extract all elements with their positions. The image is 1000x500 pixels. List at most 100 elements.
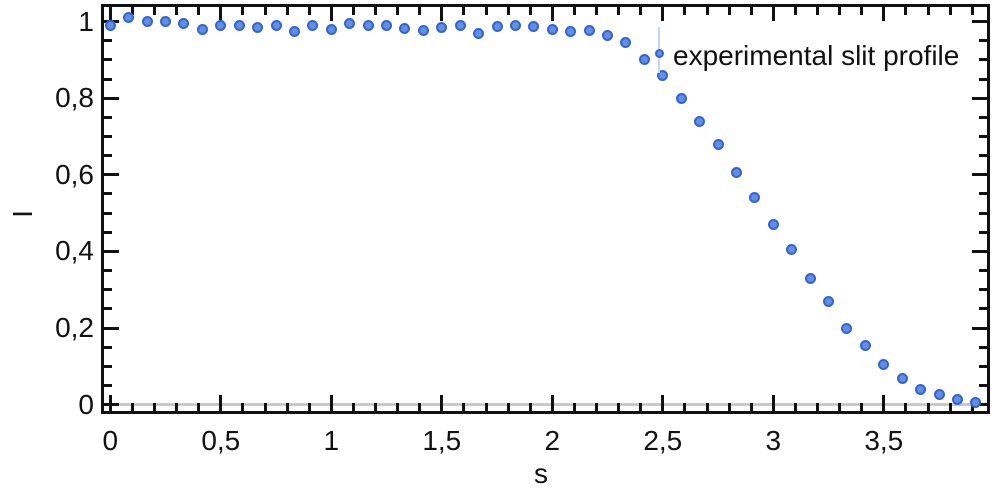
x-minor-tick: [727, 403, 731, 411]
x-minor-tick: [351, 403, 355, 411]
y-minor-tick: [979, 192, 987, 196]
data-point: [657, 70, 669, 82]
x-minor-tick: [285, 403, 289, 411]
y-axis-title: I: [7, 210, 38, 218]
data-point: [528, 21, 540, 33]
x-minor-tick: [374, 7, 377, 15]
x-minor-tick: [528, 7, 532, 15]
x-major-tick: [882, 395, 886, 411]
y-tick-label: 0,6: [55, 158, 94, 190]
data-point: [638, 54, 650, 66]
data-point: [215, 19, 227, 31]
data-point: [583, 24, 595, 36]
data-point: [252, 21, 264, 33]
y-minor-tick: [104, 77, 112, 81]
data-point: [399, 23, 411, 35]
x-minor-tick: [838, 7, 842, 15]
x-minor-tick: [396, 403, 400, 411]
x-minor-tick: [749, 7, 753, 15]
data-point: [970, 396, 982, 408]
x-major-tick: [550, 7, 554, 21]
data-point: [915, 383, 927, 395]
x-minor-tick: [683, 403, 687, 411]
x-major-tick: [661, 395, 665, 411]
data-point: [712, 138, 724, 150]
y-minor-tick: [979, 307, 987, 311]
data-point: [436, 21, 448, 33]
x-minor-tick: [153, 403, 156, 411]
y-minor-tick: [979, 269, 987, 273]
x-minor-tick: [263, 7, 267, 15]
data-point: [509, 19, 521, 31]
data-point: [896, 373, 908, 385]
y-major-tick: [972, 326, 987, 330]
zero-gridline: [104, 403, 987, 406]
data-point: [878, 358, 890, 370]
x-minor-tick: [484, 403, 488, 411]
x-minor-tick: [175, 403, 179, 411]
y-minor-tick: [104, 307, 112, 311]
x-minor-tick: [926, 403, 930, 411]
x-minor-tick: [506, 403, 510, 411]
y-minor-tick: [104, 192, 112, 196]
y-major-tick: [972, 20, 987, 24]
data-point: [288, 25, 300, 37]
data-point: [749, 192, 761, 204]
x-tick-label: 1,5: [422, 425, 462, 456]
x-minor-tick: [572, 403, 576, 411]
data-point: [454, 19, 466, 31]
x-minor-tick: [860, 403, 864, 411]
x-minor-tick: [418, 7, 422, 15]
x-major-tick: [329, 395, 333, 411]
x-tick-label: 2: [544, 425, 561, 456]
x-minor-tick: [130, 7, 134, 15]
data-point: [141, 16, 153, 28]
y-major-tick: [104, 403, 119, 407]
data-point: [160, 16, 172, 28]
x-tick-label: 3,5: [864, 425, 904, 456]
y-minor-tick: [104, 39, 112, 43]
data-point: [381, 19, 393, 31]
x-minor-tick: [705, 7, 709, 15]
y-minor-tick: [104, 230, 112, 234]
data-point: [823, 295, 835, 307]
x-minor-tick: [948, 7, 952, 15]
x-tick-label: 0,5: [201, 425, 241, 456]
plot-frame: [101, 4, 990, 414]
data-point: [694, 115, 706, 127]
y-minor-tick: [979, 230, 987, 234]
data-point: [473, 28, 485, 40]
y-major-tick: [104, 96, 119, 100]
x-minor-tick: [462, 7, 466, 15]
x-major-tick: [219, 395, 223, 411]
x-tick-label: 3: [765, 425, 782, 456]
data-point: [620, 37, 632, 49]
x-minor-tick: [595, 403, 598, 411]
y-minor-tick: [104, 288, 112, 292]
x-minor-tick: [484, 7, 488, 15]
x-major-tick: [440, 395, 444, 411]
y-minor-tick: [979, 288, 987, 292]
data-point: [767, 219, 779, 231]
y-minor-tick: [979, 345, 987, 349]
x-minor-tick: [816, 7, 819, 15]
x-minor-tick: [926, 7, 930, 15]
x-minor-tick: [285, 7, 289, 15]
data-point: [270, 19, 282, 31]
x-minor-tick: [506, 7, 510, 15]
x-minor-tick: [197, 403, 201, 411]
y-major-tick: [972, 96, 987, 100]
y-minor-tick: [104, 154, 112, 158]
data-point: [951, 394, 963, 406]
data-point: [307, 19, 319, 31]
x-minor-tick: [528, 403, 532, 411]
y-major-tick: [972, 173, 987, 177]
x-minor-tick: [948, 403, 952, 411]
data-point: [233, 19, 245, 31]
x-minor-tick: [793, 7, 797, 15]
x-minor-tick: [705, 403, 709, 411]
data-point: [546, 23, 558, 35]
x-minor-tick: [683, 7, 687, 15]
x-minor-tick: [617, 7, 621, 15]
x-minor-tick: [307, 7, 311, 15]
